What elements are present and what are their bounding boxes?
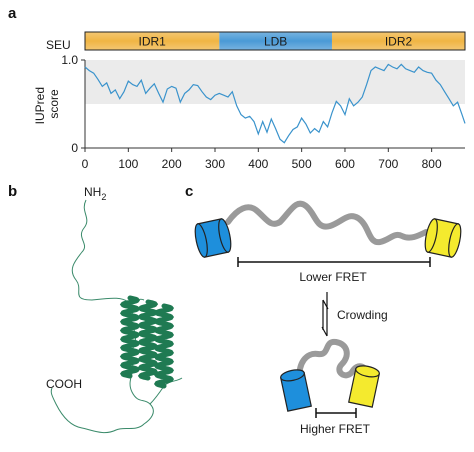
lower-fret-label: Lower FRET — [299, 270, 367, 284]
y-tick-label: 1.0 — [61, 53, 78, 67]
acceptor-fluorophore-extended — [424, 218, 462, 258]
donor-fluorophore-compact — [280, 369, 312, 412]
domain-segment-idr1 — [85, 32, 220, 50]
equilibrium-arrow — [321, 292, 329, 337]
panel-b: b NH2 COOH — [8, 183, 183, 434]
panel-c: c Lower FRET Crowding — [185, 183, 462, 436]
n-terminus-label: NH2 — [84, 185, 106, 202]
disorder-threshold-band — [85, 60, 465, 104]
y-tick-label: 0 — [71, 141, 78, 155]
extended-linker — [225, 200, 429, 246]
x-tick-label: 500 — [292, 157, 312, 171]
crowding-label: Crowding — [337, 308, 388, 322]
domain-label-ldb: LDB — [264, 35, 287, 49]
x-tick-label: 100 — [118, 157, 138, 171]
helix-3 — [153, 303, 175, 389]
domain-bar-outline — [84, 31, 466, 51]
n-terminus-text: NH — [84, 185, 101, 199]
iupred-trace — [84, 63, 466, 144]
domain-segment-ldb — [219, 32, 332, 50]
alpha-helices — [119, 295, 175, 389]
x-tick-label: 600 — [335, 157, 355, 171]
compact-linker — [296, 338, 371, 381]
y-tick-group: 01.0 — [61, 53, 85, 155]
higher-fret-label: Higher FRET — [300, 422, 371, 436]
n-terminus-subscript: 2 — [101, 192, 106, 202]
x-tick-label: 0 — [82, 157, 89, 171]
domain-label-idr2: IDR2 — [385, 35, 413, 49]
acceptor-fluorophore-compact — [348, 365, 380, 408]
x-tick-label: 700 — [378, 157, 398, 171]
x-tick-group: 0 100 200 300 400 500 600 700 800 — [82, 148, 442, 171]
x-tick-label: 300 — [205, 157, 225, 171]
x-tick-label: 200 — [162, 157, 182, 171]
domain-bar: IDR1 LDB IDR2 — [84, 31, 466, 51]
helix-1 — [119, 295, 141, 379]
panel-b-letter: b — [8, 183, 17, 200]
y-axis-label-line2: score — [47, 89, 61, 119]
domain-segment-idr2 — [331, 32, 465, 50]
c-terminus-label: COOH — [46, 377, 82, 391]
distance-bar-compact — [315, 408, 357, 418]
protein-name-label: SEU — [46, 38, 71, 52]
x-tick-label: 400 — [248, 157, 268, 171]
helix-2 — [137, 299, 159, 381]
domain-label-idr1: IDR1 — [138, 35, 166, 49]
distance-bar-extended — [237, 257, 431, 267]
donor-fluorophore-extended — [194, 218, 232, 258]
x-tick-label: 800 — [422, 157, 442, 171]
panel-a: a SEU IDR1 LDB IDR2 01.0 0 100 200 300 400 500 6… — [8, 5, 466, 171]
y-axis-label: IUPred score — [33, 84, 61, 125]
panel-a-letter: a — [8, 5, 17, 22]
y-axis-label-line1: IUPred — [33, 87, 47, 124]
panel-c-letter: c — [185, 183, 193, 200]
